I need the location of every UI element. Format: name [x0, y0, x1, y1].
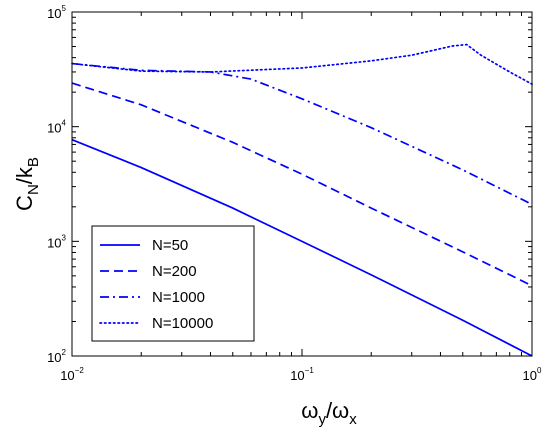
x-axis-label: ωy/ωx — [301, 398, 357, 428]
y-tick-label: 104 — [47, 119, 66, 136]
legend-item-n-1000: N=1000 — [100, 289, 205, 306]
legend-item-n-200: N=200 — [100, 263, 197, 280]
series-line-n-200 — [71, 82, 533, 287]
y-tick-label: 102 — [47, 348, 66, 365]
series-line-n-1000 — [71, 62, 533, 206]
x-tick-label: 10−2 — [60, 366, 84, 383]
legend-label: N=200 — [152, 263, 197, 280]
legend-item-n-50: N=50 — [100, 237, 188, 254]
legend: N=50 N=200 N=1000 N=10000 — [91, 225, 255, 342]
y-tick-label: 103 — [47, 233, 66, 250]
series-layer — [71, 43, 533, 357]
x-tick-label: 100 — [523, 366, 542, 383]
ticks-layer — [71, 11, 533, 357]
y-axis-label: CN/kB — [12, 157, 42, 211]
legend-label: N=50 — [152, 237, 188, 254]
legend-label: N=1000 — [152, 289, 205, 306]
x-tick-label: 10−1 — [290, 366, 314, 383]
y-tick-label: 105 — [47, 4, 66, 21]
series-line-n-50 — [71, 138, 533, 357]
tick-labels-layer: 10−2 10−1 100 102 103 104 105 — [47, 4, 542, 383]
series-line-n-10000 — [71, 43, 533, 85]
legend-label: N=10000 — [152, 315, 213, 332]
legend-item-n-10000: N=10000 — [99, 315, 213, 332]
